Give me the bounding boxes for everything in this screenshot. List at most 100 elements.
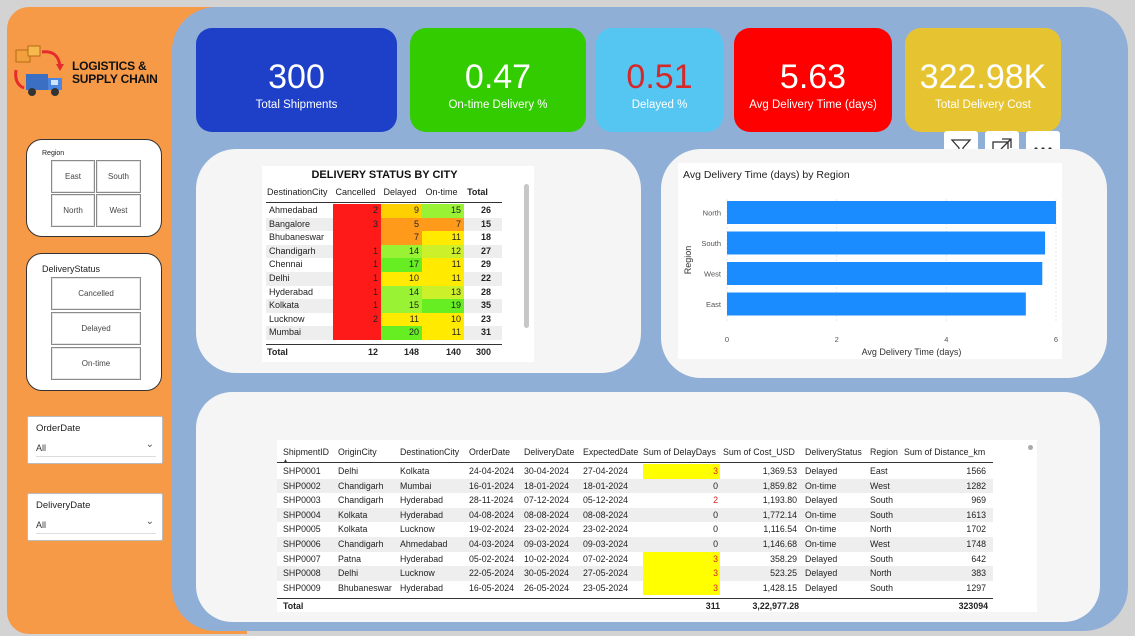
table-row[interactable]: SHP0008 Delhi Lucknow 22-05-2024 30-05-2024 2… [277,566,993,581]
avg-delivery-time-chart: Avg Delivery Time (days) by Region 0 2 4 6 N… [678,163,1062,359]
matrix-cell-total: 28 [480,286,491,297]
order-date-dropdown[interactable]: All [36,439,156,457]
matrix-header-city[interactable]: DestinationCity [267,187,328,197]
kpi-value: 5.63 [779,58,847,96]
cell-delivery-date: 09-03-2024 [524,539,569,549]
table-header-expected-date[interactable]: ExpectedDate [583,447,639,457]
matrix-row[interactable]: Kolkata 1 15 19 35 [266,299,502,313]
bar-east [727,292,1026,316]
table-header-distance[interactable]: Sum of Distance_km [904,447,986,457]
kpi-total-shipments: 300 Total Shipments [196,28,397,132]
table-header-delivery-date[interactable]: DeliveryDate [524,447,575,457]
matrix-row[interactable]: Bhubaneswar 7 11 18 [266,231,502,245]
matrix-row[interactable]: Chennai 1 17 11 29 [266,258,502,272]
table-header-row: ShipmentID OriginCity DestinationCity Order… [277,445,993,464]
matrix-cell-cancelled [333,326,381,340]
cell-destination-city: Lucknow [400,524,435,535]
matrix-row[interactable]: Lucknow 2 11 10 23 [266,312,502,327]
cell-region: South [870,509,893,520]
matrix-row[interactable]: Delhi 1 10 11 22 [266,272,502,286]
cell-cost: 358.29 [770,553,797,564]
table-row[interactable]: SHP0001 Delhi Kolkata 24-04-2024 30-04-2024 2… [277,464,993,479]
cell-origin-city: Patna [338,553,361,564]
region-tile-north[interactable]: North [51,194,95,227]
region-tile-west[interactable]: West [96,194,141,227]
chevron-down-icon[interactable]: ⌄ [145,439,154,450]
matrix-cell-ontime: 15 [422,204,464,218]
cell-delivery-date: 07-12-2024 [524,495,569,506]
chevron-down-icon[interactable]: ⌄ [145,516,154,527]
region-tile-south[interactable]: South [96,160,141,193]
cell-delay-days: 3 [643,464,720,479]
cell-order-date: 16-05-2024 [469,582,514,593]
matrix-total-cancelled: 12 [367,347,378,357]
table-header-origin-city[interactable]: OriginCity [338,447,377,457]
matrix-row[interactable]: Bangalore 3 5 7 15 [266,217,502,232]
matrix-header-cancelled[interactable]: Cancelled [335,187,376,197]
bar-south [727,231,1046,255]
cell-expected-date: 27-05-2024 [583,568,628,579]
cell-expected-date: 23-02-2024 [583,524,628,535]
table-row[interactable]: SHP0006 Chandigarh Ahmedabad 04-03-2024 09-0… [277,537,993,552]
matrix-header-row: DestinationCity Cancelled Delayed On-tim… [266,185,502,203]
cell-region: South [870,553,893,564]
cell-delivery-date: 08-08-2024 [524,509,569,520]
matrix-row[interactable]: Mumbai 20 11 31 [266,326,502,340]
cell-delay-days: 0 [713,539,718,549]
table-scroll-indicator[interactable] [1028,445,1033,450]
table-row[interactable]: SHP0004 Kolkata Hyderabad 04-08-2024 08-08-2… [277,507,993,523]
cell-order-date: 04-03-2024 [469,539,514,549]
cell-delay-days: 0 [713,480,718,491]
matrix-row[interactable]: Ahmedabad 2 9 15 26 [266,204,502,218]
matrix-cell-total: 31 [480,327,491,338]
bar-chart-svg: 0 2 4 6 North South West East Avg Delivery Time … [683,199,1058,357]
cell-distance: 1297 [966,582,986,593]
table-total-distance: 323094 [958,601,988,611]
cell-delivery-date: 26-05-2024 [524,582,569,593]
matrix-header-total[interactable]: Total [467,187,488,197]
matrix-title: DELIVERY STATUS BY CITY [311,169,458,181]
cell-delivery-status: Delayed [805,582,838,593]
table-header-order-date[interactable]: OrderDate [469,447,511,457]
cell-region: West [870,480,890,491]
table-header-destination-city[interactable]: DestinationCity [400,447,460,457]
matrix-cell-ontime: 12 [422,244,464,259]
table-header-delay-days[interactable]: Sum of DelayDays [643,447,716,457]
matrix-scrollbar[interactable] [524,184,529,328]
cell-destination-city: Hyderabad [400,553,444,564]
matrix-row[interactable]: Hyderabad 1 14 13 28 [266,285,502,300]
matrix-header-ontime[interactable]: On-time [425,187,458,197]
region-tile-east[interactable]: East [51,160,95,193]
status-tile-cancelled[interactable]: Cancelled [51,277,141,310]
cell-shipment-id: SHP0007 [283,553,321,564]
cell-delay-days: 0 [713,524,718,535]
matrix-cell-city: Delhi [269,273,290,283]
table-header-region[interactable]: Region [870,447,898,457]
table-header-cost[interactable]: Sum of Cost_USD [723,447,795,457]
cell-order-date: 19-02-2024 [469,524,514,535]
table-row[interactable]: SHP0002 Chandigarh Mumbai 16-01-2024 18-01-2… [277,478,993,494]
region-slicer-title: Region [42,150,65,157]
table-row[interactable]: SHP0007 Patna Hyderabad 05-02-2024 10-02-202… [277,551,993,567]
table-row[interactable]: SHP0003 Chandigarh Hyderabad 28-11-2024 07-1… [277,493,993,508]
table-row[interactable]: SHP0005 Kolkata Lucknow 19-02-2024 23-02-202… [277,522,993,537]
matrix-total-row: Total 12 148 140 300 [266,344,502,359]
table-row[interactable]: SHP0009 Bhubaneswar Hyderabad 16-05-2024 26-… [277,580,993,596]
matrix-cell-cancelled: 1 [333,285,381,300]
cell-cost: 1,859.82 [762,480,797,491]
matrix-header-delayed[interactable]: Delayed [383,187,417,197]
matrix-cell-delayed: 14 [381,244,422,259]
matrix-total-label: Total [267,347,288,357]
table-header-delivery-status[interactable]: DeliveryStatus [805,447,862,457]
sort-ascending-icon[interactable]: ▲ [283,458,288,464]
matrix-cell-total: 18 [480,232,491,243]
delivery-date-dropdown[interactable]: All [36,516,156,534]
table-header-shipment-id[interactable]: ShipmentID [283,447,329,457]
brand-title: LOGISTICS & SUPPLY CHAIN [72,60,158,86]
y-tick-label: South [701,239,721,248]
matrix-row[interactable]: Chandigarh 1 14 12 27 [266,244,502,259]
status-tile-delayed[interactable]: Delayed [51,312,141,345]
status-tile-ontime[interactable]: On-time [51,347,141,380]
cell-destination-city: Kolkata [400,466,430,476]
cell-shipment-id: SHP0001 [283,466,321,476]
